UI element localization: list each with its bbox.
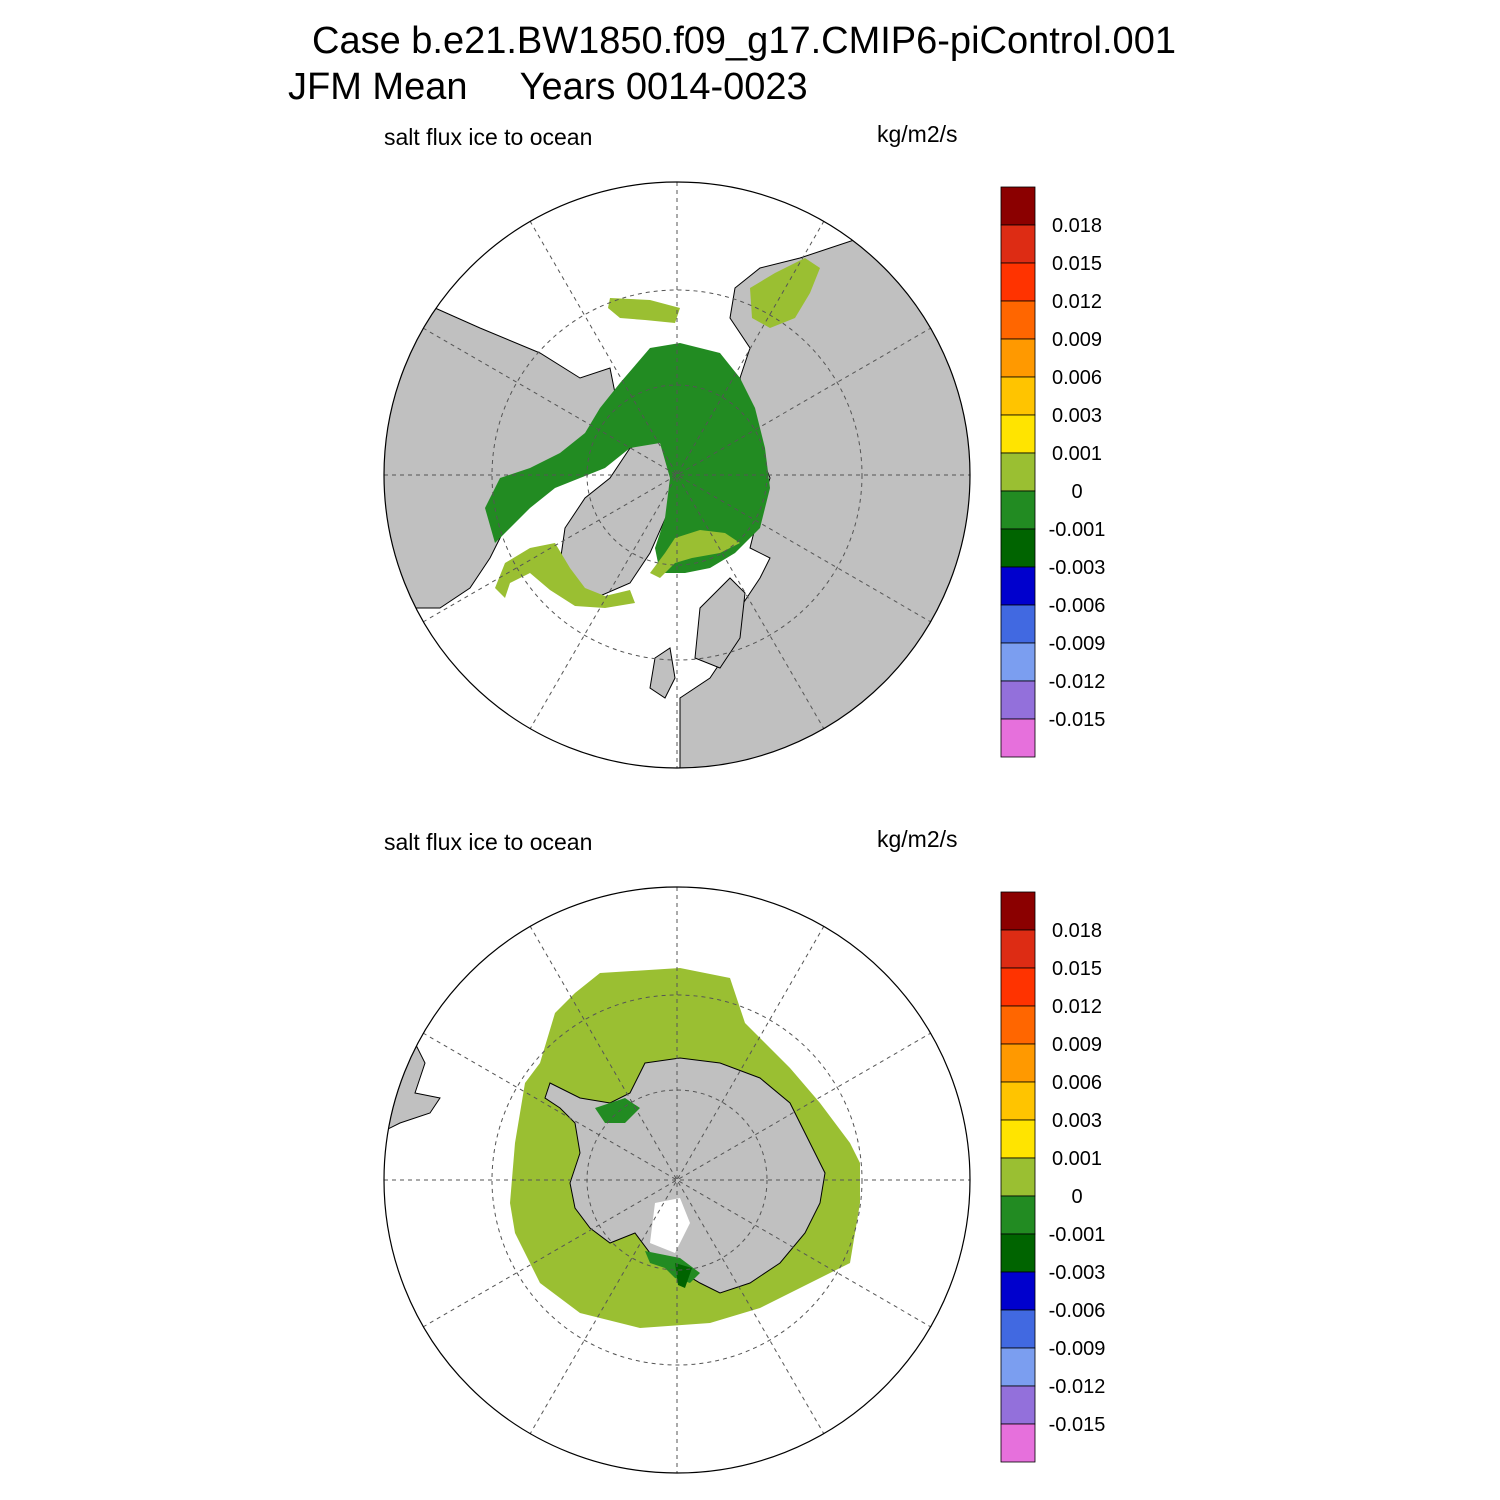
colorbar-south: 0.018 0.015 0.012 0.009 0.006 0.003 0.001 0 -0.0… [1000,891,1106,1463]
colorbar-swatch [1000,566,1036,606]
colorbar-swatch [1000,224,1036,264]
colorbar-swatch [1000,300,1036,340]
colorbar-swatch [1000,891,1036,931]
colorbar-label: -0.009 [1049,633,1106,655]
variable-label: salt flux ice to ocean [384,829,593,855]
colorbar-swatch [1000,490,1036,530]
colorbar-north: 0.018 0.015 0.012 0.009 0.006 0.003 0.001 0 -0.0… [1000,186,1106,758]
graticule [384,182,970,768]
colorbar-swatch [1000,262,1036,302]
colorbar-swatch [1000,1119,1036,1159]
weddell-sea-ice [595,1098,640,1123]
colorbar-swatch [1000,452,1036,492]
colorbar-label: 0.006 [1052,1072,1102,1094]
ross-ice-shelf-area [650,1198,690,1253]
colorbar-swatch [1000,1423,1036,1463]
colorbar-swatch [1000,1005,1036,1045]
colorbar-swatch [1000,1271,1036,1311]
colorbar-label: 0.018 [1052,215,1102,237]
colorbar-label: 0.015 [1052,253,1102,275]
colorbar-swatch [1000,1309,1036,1349]
colorbar-swatch [1000,1347,1036,1387]
colorbar-swatch [1000,1385,1036,1425]
colorbar-swatch [1000,642,1036,682]
colorbar-swatch [1000,1195,1036,1235]
colorbar-label: -0.001 [1049,1224,1106,1246]
colorbar-label: -0.012 [1049,1376,1106,1398]
colorbar-label: 0.001 [1052,1148,1102,1170]
graticule [384,887,970,1473]
colorbar-label: 0.018 [1052,920,1102,942]
labrador-sea-ice [495,543,635,608]
colorbar-swatch [1000,1081,1036,1121]
colorbar-swatch [1000,680,1036,720]
colorbar-label: 0.012 [1052,291,1102,313]
colorbar-label: -0.012 [1049,671,1106,693]
colorbar-swatch [1000,414,1036,454]
colorbar-label: 0.006 [1052,367,1102,389]
colorbar-label: -0.001 [1049,519,1106,541]
colorbar-swatch [1000,1233,1036,1273]
north-polar-map [383,181,971,769]
units-label: kg/m2/s [877,826,958,852]
map-border [383,181,971,769]
colorbar-swatch [1000,967,1036,1007]
colorbar-swatch [1000,929,1036,969]
colorbar-swatch [1000,1043,1036,1083]
map-border [383,886,971,1474]
arctic-sea-ice-region [485,343,770,573]
colorbar-label: -0.003 [1049,557,1106,579]
colorbar-label: -0.015 [1049,709,1106,731]
colorbar-swatch [1000,528,1036,568]
colorbar-label: 0.003 [1052,1110,1102,1132]
panel-south-hemisphere: salt flux ice to ocean kg/m2/s [0,705,1500,1474]
colorbar-label: 0.015 [1052,958,1102,980]
colorbar-swatch [1000,338,1036,378]
bering-sea-ice [608,298,680,323]
south-polar-map [383,886,971,1474]
figure-title-line-2: JFM Mean Years 0014-0023 [288,66,808,108]
colorbar-label: 0.003 [1052,405,1102,427]
colorbar-label: 0 [1071,1186,1082,1208]
colorbar-label: -0.015 [1049,1414,1106,1436]
colorbar-swatch [1000,1157,1036,1197]
okhotsk-sea-ice [750,258,820,328]
colorbar-label: 0.009 [1052,329,1102,351]
colorbar-label: -0.006 [1049,1300,1106,1322]
colorbar-swatch [1000,604,1036,644]
panel-north-hemisphere: salt flux ice to ocean kg/m2/s [0,0,1500,769]
colorbar-label: -0.009 [1049,1338,1106,1360]
greenland-sea-ice [650,530,740,578]
colorbar-swatch [1000,718,1036,758]
variable-label: salt flux ice to ocean [384,124,593,150]
colorbar-label: -0.003 [1049,1262,1106,1284]
figure-title-line-1: Case b.e21.BW1850.f09_g17.CMIP6-piContro… [312,20,1176,62]
colorbar-swatch [1000,376,1036,416]
units-label: kg/m2/s [877,121,958,147]
colorbar-label: 0.009 [1052,1034,1102,1056]
land-scandinavia [694,577,746,669]
land-british-isles [649,647,676,699]
colorbar-swatch [1000,186,1036,226]
colorbar-label: -0.006 [1049,595,1106,617]
colorbar-label: 0 [1071,481,1082,503]
colorbar-label: 0.012 [1052,996,1102,1018]
colorbar-label: 0.001 [1052,443,1102,465]
